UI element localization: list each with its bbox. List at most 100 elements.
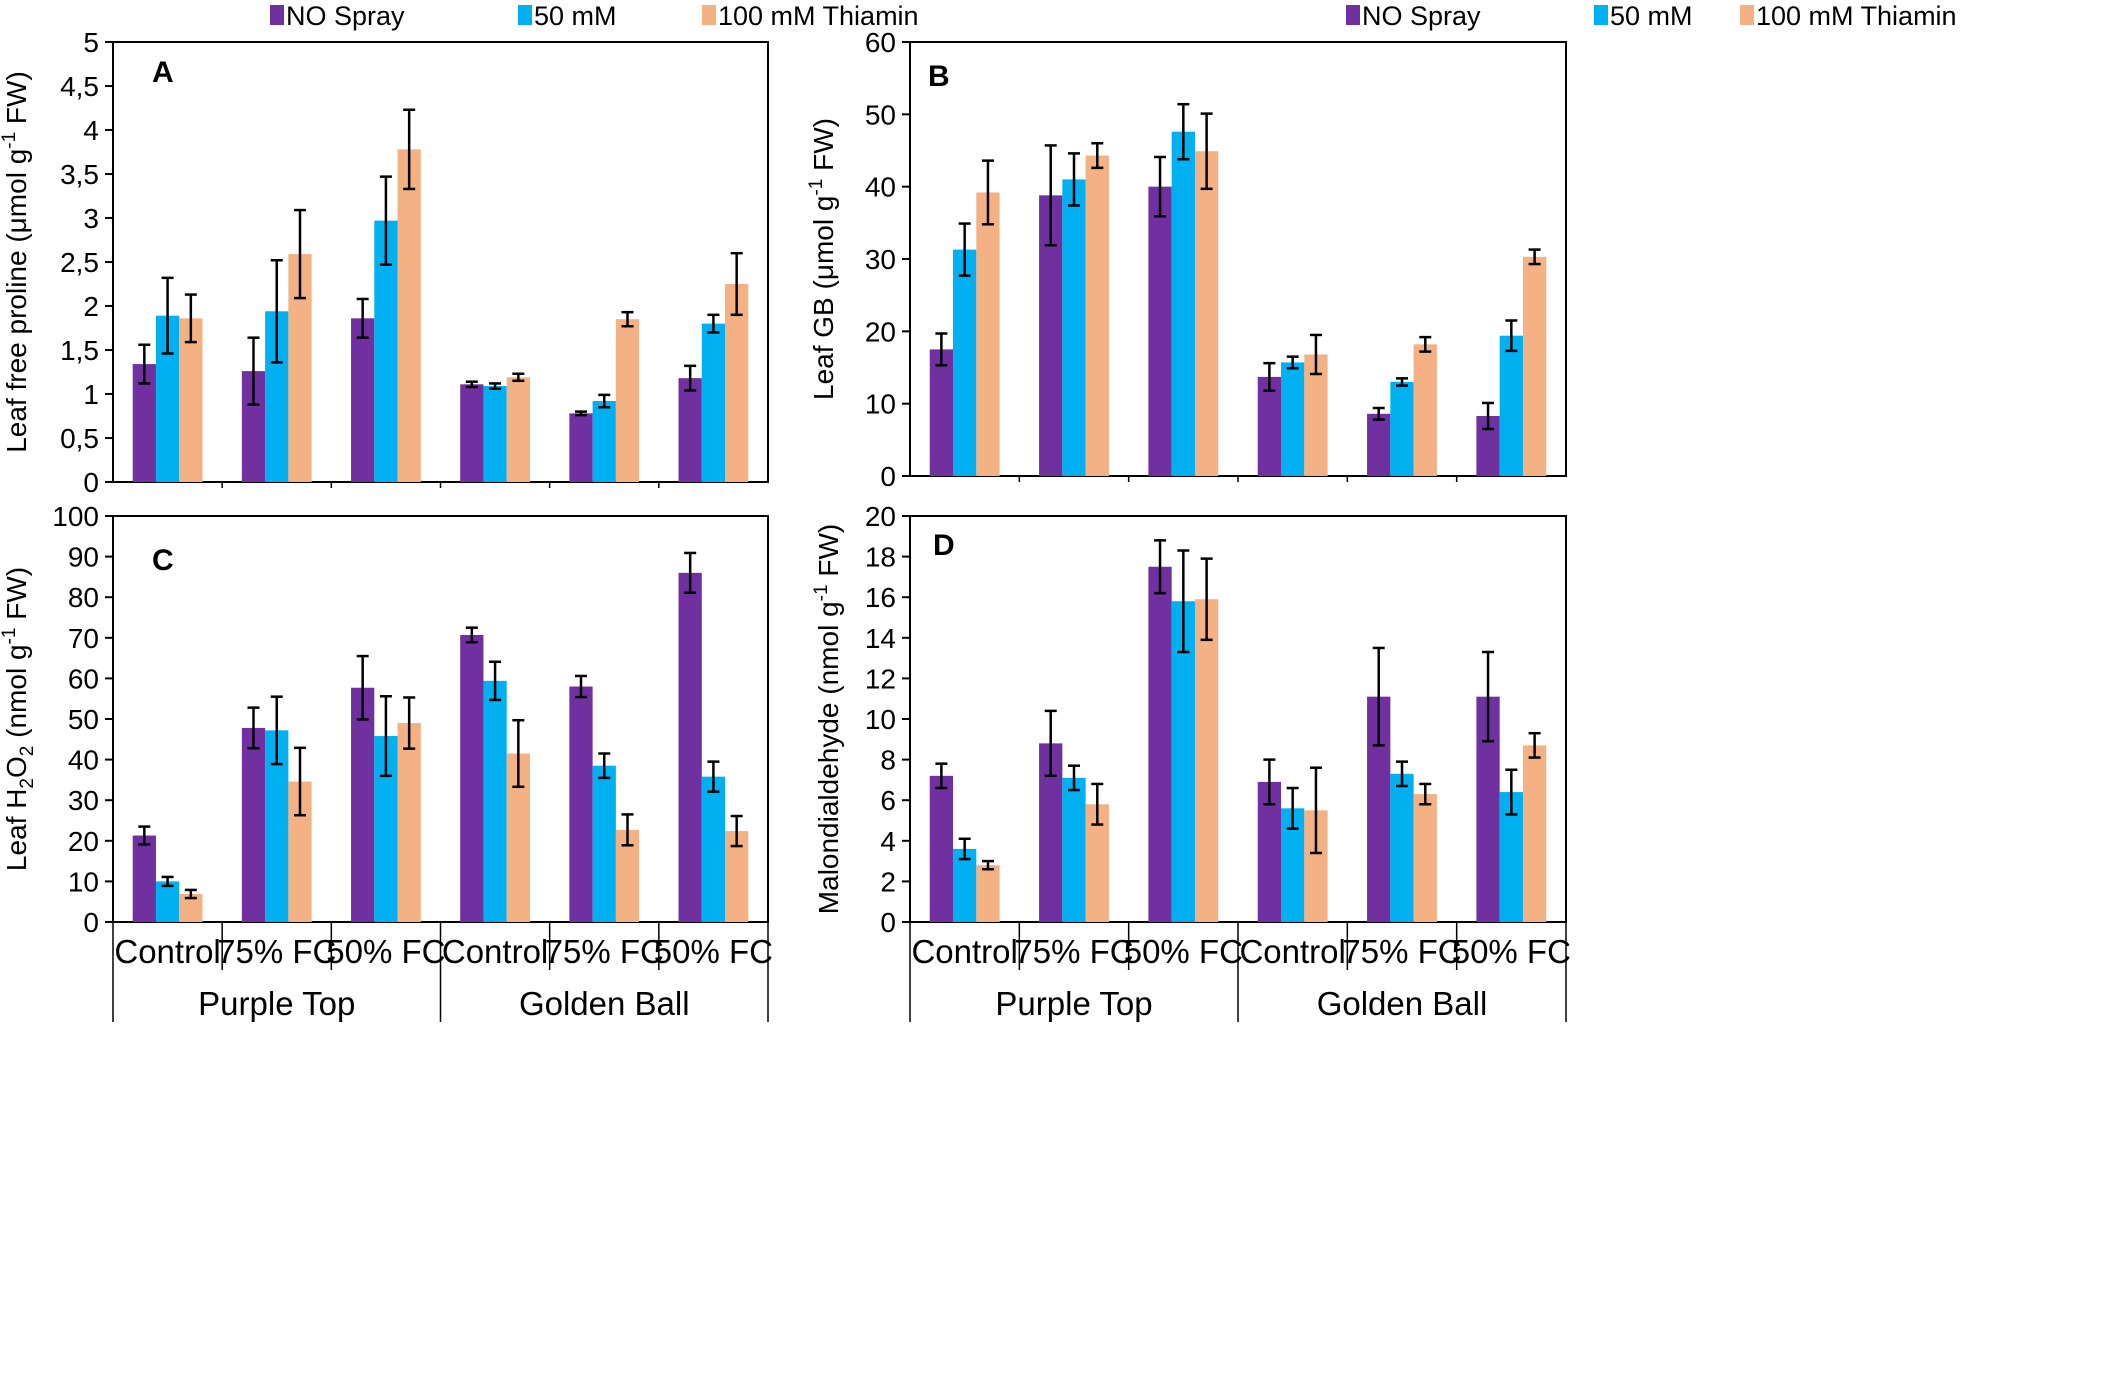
- y-tick-label: 14: [865, 623, 896, 654]
- bar-b-s1-g0: [953, 249, 977, 476]
- bar-d-s2-g5: [1522, 745, 1547, 922]
- bar-c-s0-g3: [460, 634, 484, 922]
- y-tick-label: 40: [865, 172, 896, 203]
- bar-d-s2-g2: [1194, 599, 1219, 922]
- y-axis-title-sup: -1: [0, 132, 20, 149]
- bar-d-s0-g0: [929, 775, 954, 922]
- bar-b-s0-g1: [1039, 195, 1063, 476]
- y-axis-title-part: FW): [1, 71, 32, 132]
- y-axis-title-sub: 2: [17, 746, 38, 757]
- bar-c-s2-g2: [397, 723, 421, 922]
- bar-b-s2-g4: [1413, 344, 1437, 476]
- bar-d-s0-g1: [1039, 743, 1063, 922]
- plot-frame-b: [909, 41, 1567, 477]
- y-axis-title-part: O: [1, 756, 32, 778]
- y-tick-label: 4: [880, 826, 896, 857]
- y-tick-label: 8: [880, 745, 896, 776]
- bar-c-s1-g0: [155, 881, 180, 922]
- y-tick-label: 2: [83, 291, 99, 322]
- panel-d-chart: 0 2 4 6 8 10 12 14 16 18 20 Malondialdehyde (nmol g…: [811, 501, 1571, 1022]
- bar-a-s1-g1: [265, 311, 289, 482]
- x-category-label: 75% FC: [217, 933, 336, 970]
- bar-c-s2-g4: [615, 829, 640, 922]
- y-tick-label: 40: [68, 745, 99, 776]
- legend-swatch-100mm: [702, 5, 716, 25]
- legend-top-left: NO Spray 50 mM 100 mM Thiamin: [270, 1, 919, 31]
- cultivar-label: Golden Ball: [1317, 985, 1488, 1022]
- y-axis-title-part: Leaf H: [1, 789, 32, 872]
- bar-b-s2-g2: [1194, 151, 1219, 476]
- y-tick-label: 10: [68, 866, 99, 897]
- x-category-label: 75% FC: [1014, 933, 1133, 970]
- bar-a-s2-g5: [725, 284, 749, 482]
- bar-d-s0-g4: [1367, 696, 1391, 922]
- bar-b-s0-g2: [1148, 186, 1172, 476]
- bar-d-s1-g0: [953, 848, 977, 922]
- legend-swatch-50mm-2: [1594, 5, 1608, 25]
- y-tick-label: 12: [865, 663, 896, 694]
- y-axis-title-sup: -1: [806, 179, 827, 196]
- y-axis-title-part: FW): [808, 118, 839, 179]
- panel-label-c: C: [152, 544, 174, 577]
- legend-label-50mm-2: 50 mM: [1610, 1, 1693, 31]
- bar-b-s1-g4: [1390, 381, 1414, 476]
- y-tick-label: 3,5: [60, 159, 99, 190]
- panel-a-chart: 0 0,5 1 1,5 2 2,5 3 3,5 4 4,5 5 Leaf free proline (…: [0, 27, 769, 498]
- bar-a-s0-g3: [460, 384, 484, 482]
- bar-b-s0-g3: [1257, 376, 1282, 476]
- x-category-label: 50% FC: [1452, 933, 1571, 970]
- bar-d-s2-g1: [1085, 804, 1109, 922]
- bar-c-s1-g3: [483, 680, 507, 922]
- y-axis-title: Leaf GB (μmol g-1 FW): [806, 118, 839, 400]
- y-tick-label: 60: [68, 663, 99, 694]
- bar-d-s1-g3: [1281, 808, 1305, 922]
- y-tick-label: 90: [68, 542, 99, 573]
- bar-d-s2-g4: [1413, 794, 1437, 922]
- bar-b-s2-g0: [976, 192, 1000, 476]
- bar-c-s1-g5: [701, 776, 726, 922]
- bar-c-s1-g4: [592, 765, 616, 922]
- bar-c-s2-g5: [725, 831, 749, 922]
- legend-swatch-50mm: [518, 5, 532, 25]
- legend-swatch-100mm-2: [1740, 5, 1754, 25]
- panel-label-b: B: [928, 60, 950, 93]
- bar-c-s0-g0: [132, 835, 156, 922]
- bar-a-s0-g0: [132, 364, 156, 482]
- y-tick-label: 2: [880, 866, 896, 897]
- plot-frame-a: [112, 41, 769, 483]
- y-tick-label: 30: [865, 244, 896, 275]
- bar-b-s1-g3: [1281, 362, 1305, 476]
- bar-a-s1-g2: [374, 220, 398, 482]
- legend-swatch-no-spray: [270, 5, 284, 25]
- y-axis-title-part: Malondialdehyde (nmol g: [813, 601, 844, 914]
- y-axis-title-sup: -1: [811, 584, 832, 601]
- bar-c-s2-g3: [506, 753, 530, 922]
- x-category-label: 75% FC: [545, 933, 664, 970]
- bar-b-s0-g4: [1367, 413, 1391, 476]
- bar-b-s1-g5: [1499, 335, 1523, 476]
- y-tick-label: 3: [83, 203, 99, 234]
- panel-label-d: D: [933, 529, 955, 562]
- y-tick-label: 0: [880, 461, 896, 492]
- panel-b-chart: 0 10 20 30 40 50 60 Leaf GB (μmol g-1 FW) B: [806, 27, 1567, 492]
- bar-d-s2-g0: [976, 865, 1000, 922]
- legend-label-100mm: 100 mM Thiamin: [718, 1, 919, 31]
- y-axis-title-part: Leaf GB (μmol g: [808, 196, 839, 400]
- bar-d-s2-g3: [1304, 810, 1328, 922]
- y-tick-label: 0: [83, 467, 99, 498]
- y-tick-label: 1,5: [60, 335, 99, 366]
- y-tick-label: 70: [68, 623, 99, 654]
- bar-d-s1-g1: [1062, 777, 1086, 922]
- cultivar-label: Purple Top: [198, 985, 355, 1022]
- bar-b-s0-g0: [929, 349, 954, 476]
- bar-b-s2-g5: [1522, 256, 1547, 476]
- bar-c-s2-g0: [179, 893, 203, 922]
- legend-label-100mm-2: 100 mM Thiamin: [1756, 1, 1957, 31]
- y-tick-label: 18: [865, 542, 896, 573]
- bar-a-s0-g4: [569, 413, 593, 482]
- bar-a-s2-g0: [179, 318, 203, 482]
- x-category-label: 75% FC: [1342, 933, 1461, 970]
- y-tick-label: 16: [865, 582, 896, 613]
- bar-d-s0-g3: [1257, 781, 1282, 922]
